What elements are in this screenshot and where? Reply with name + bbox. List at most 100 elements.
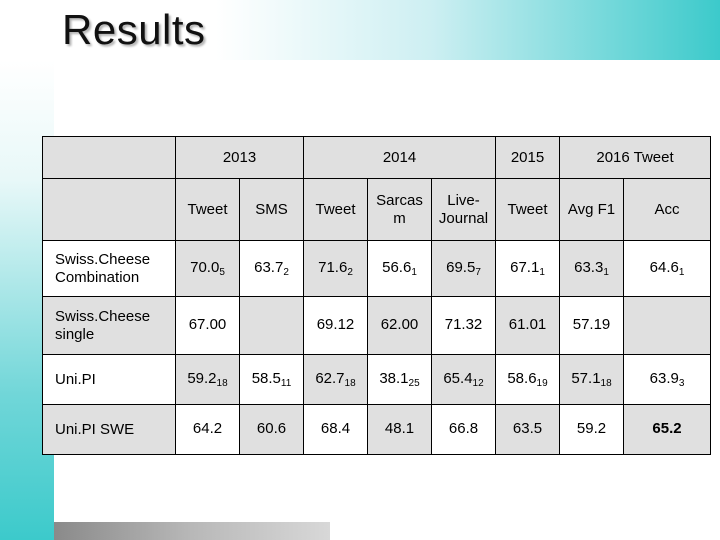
table-cell: 64.61 (623, 240, 712, 297)
cell-rank: 3 (678, 377, 685, 389)
sarcasm-line2: m (393, 209, 406, 227)
table-cell: 62.718 (303, 354, 368, 405)
cell-value: 38.1 (379, 369, 409, 387)
cell-rank: 18 (344, 377, 356, 389)
slide-title: Results (62, 6, 206, 53)
table-cell: 69.57 (430, 240, 497, 297)
table-cell: 70.05 (175, 240, 240, 297)
table-row: Swiss.Cheese single 67.00 69.12 62.00 71.32 61… (42, 296, 712, 355)
row-label: Swiss.Cheese single (42, 296, 176, 355)
cell-value: 64.2 (192, 419, 223, 437)
table-cell: 71.32 (430, 296, 497, 355)
row-label-line1: Swiss.Cheese (55, 250, 151, 268)
cell-value: 59.2 (187, 369, 217, 387)
live-line1: Live- (447, 191, 480, 209)
table-cell: 58.511 (239, 354, 304, 405)
cell-value: 57.1 (571, 369, 601, 387)
table-cell: 57.118 (559, 354, 625, 405)
row-label: Uni.PI (42, 354, 176, 405)
corner-cell-lower (42, 178, 176, 241)
cell-rank: 1 (603, 266, 609, 278)
table-cell: 63.93 (623, 354, 712, 405)
cell-value: 69.12 (316, 315, 355, 333)
sub-header-acc: Acc (623, 178, 712, 241)
cell-rank: 2 (283, 266, 289, 278)
sub-header-tweet-2014: Tweet (303, 178, 368, 241)
title-bar-background (0, 0, 720, 60)
year-header-2013: 2013 (175, 136, 304, 179)
table-row: Uni.PI SWE 64.2 60.6 68.4 48.1 66.8 63.5 59.2 65… (42, 404, 712, 455)
cell-value: 57.19 (572, 315, 611, 333)
cell-value: 58.5 (251, 369, 281, 387)
table-cell: 69.12 (303, 296, 368, 355)
cell-value: 62.7 (315, 369, 345, 387)
table-cell: 63.72 (239, 240, 304, 297)
table-cell: 38.125 (367, 354, 432, 405)
table-cell: 64.2 (175, 404, 240, 455)
cell-rank: 25 (408, 377, 420, 389)
cell-value: 69.5 (446, 258, 476, 276)
cell-value: 68.4 (320, 419, 351, 437)
cell-value: 65.4 (443, 369, 473, 387)
table-cell: 67.00 (175, 296, 240, 355)
table-cell: 71.62 (303, 240, 368, 297)
cell-value: 62.00 (380, 315, 419, 333)
cell-value: 71.32 (444, 315, 483, 333)
table-cell: 63.31 (559, 240, 625, 297)
cell-value: 64.6 (649, 258, 679, 276)
row-label-line1: Uni.PI (55, 370, 96, 388)
table-cell: 62.00 (367, 296, 432, 355)
cell-rank: 2 (347, 266, 353, 278)
cell-rank: 12 (472, 377, 484, 389)
table-cell: 65.2 (623, 404, 712, 455)
sub-header-livejournal: Live- Journal (430, 178, 497, 241)
sub-header-sarcasm: Sarcas m (367, 178, 432, 241)
table-cell: 66.8 (430, 404, 497, 455)
cell-value: 63.7 (254, 258, 284, 276)
table-cell: 68.4 (303, 404, 368, 455)
cell-rank: 18 (600, 377, 612, 389)
year-header-2016: 2016 Tweet (559, 136, 712, 179)
cell-rank: 18 (216, 377, 228, 389)
table-cell: 59.2 (559, 404, 625, 455)
cell-value: 65.2 (652, 419, 682, 437)
row-label-line1: Swiss.Cheese (55, 307, 151, 325)
row-label: Uni.PI SWE (42, 404, 176, 455)
sarcasm-line1: Sarcas (376, 191, 423, 209)
table-cell (239, 296, 304, 355)
cell-value: 63.3 (574, 258, 604, 276)
cell-rank: 1 (678, 266, 685, 278)
table-cell: 67.11 (495, 240, 561, 297)
cell-value: 56.6 (382, 258, 412, 276)
cell-rank: 1 (539, 266, 545, 278)
cell-value: 66.8 (448, 419, 479, 437)
bottom-decor-strip (54, 522, 330, 540)
row-label-line2: single (55, 325, 95, 343)
cell-value: 61.01 (508, 315, 547, 333)
sub-header-row: Tweet SMS Tweet Sarcas m Live- Journal Twe… (42, 178, 712, 241)
year-header-row: 2013 2014 2015 2016 Tweet (42, 136, 712, 179)
cell-value: 67.00 (188, 315, 227, 333)
live-line2: Journal (438, 209, 489, 227)
table-cell (623, 296, 712, 355)
table-cell: 58.619 (495, 354, 561, 405)
cell-rank: 11 (280, 377, 292, 389)
cell-value: 60.6 (256, 419, 287, 437)
cell-value: 58.6 (507, 369, 537, 387)
sub-header-avg-f1: Avg F1 (559, 178, 625, 241)
cell-value: 70.0 (190, 258, 220, 276)
corner-cell (42, 136, 176, 179)
cell-value: 63.5 (512, 419, 543, 437)
results-table: 2013 2014 2015 2016 Tweet Tweet SMS Twee… (42, 136, 712, 455)
table-cell: 57.19 (559, 296, 625, 355)
row-label-line1: Uni.PI SWE (55, 420, 135, 438)
cell-rank: 7 (475, 266, 481, 278)
table-row: Swiss.Cheese Combination 70.05 63.72 71.62 56… (42, 240, 712, 297)
cell-rank: 5 (219, 266, 225, 278)
table-cell: 65.412 (430, 354, 497, 405)
row-label: Swiss.Cheese Combination (42, 240, 176, 297)
table-cell: 61.01 (495, 296, 561, 355)
sub-header-sms: SMS (239, 178, 304, 241)
sub-header-tweet-2013: Tweet (175, 178, 240, 241)
table-cell: 59.218 (175, 354, 240, 405)
